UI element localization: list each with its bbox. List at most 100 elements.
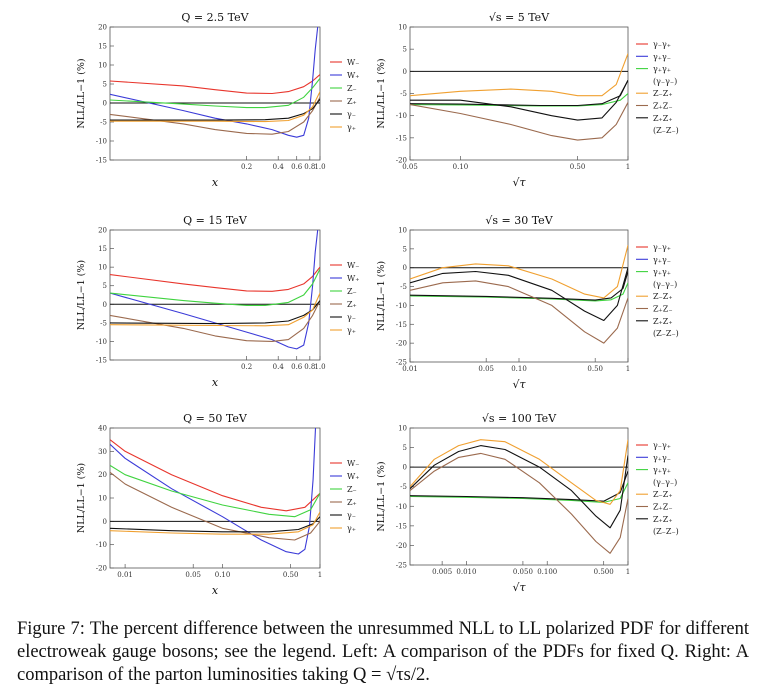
y-tick-label: 5 xyxy=(403,46,407,54)
plot-frame xyxy=(409,26,629,161)
series-line xyxy=(110,300,320,342)
chart-panel: -15 -10 -5 0 5 10 15 20 0.2 0.4 0.6 0.8 1.0 Q = 2.5 T… xyxy=(76,11,359,189)
y-tick-label: 20 xyxy=(98,24,107,32)
series-line xyxy=(410,445,628,529)
legend-label: Z₊ xyxy=(347,97,357,106)
y-tick-label: 15 xyxy=(98,245,107,253)
legend-label: γ₊γ₋ xyxy=(653,453,671,462)
y-axis-label: NLL/LL−1 (%) xyxy=(76,463,87,533)
y-tick-label: -5 xyxy=(400,283,407,291)
chart-panel: -15 -10 -5 0 5 10 15 20 0.2 0.4 0.6 0.8 1.0 Q = 15 Te… xyxy=(76,214,359,389)
legend-label: Z₊Z₊ xyxy=(653,515,673,524)
y-tick-label: -10 xyxy=(396,302,407,310)
series-line xyxy=(410,244,628,299)
y-tick-label: -15 xyxy=(96,157,107,165)
y-tick-label: 0 xyxy=(103,100,107,108)
legend-label: W₊ xyxy=(347,472,359,481)
legend-label: Z₊Z₋ xyxy=(653,503,673,512)
y-tick-label: 0 xyxy=(103,301,107,309)
series-line xyxy=(410,267,628,322)
y-tick-label: -10 xyxy=(396,503,407,511)
legend-label: Z₋Z₊ xyxy=(653,89,673,98)
x-tick-label: 0.005 xyxy=(432,568,452,576)
legend-label: γ₊γ₋ xyxy=(653,52,671,61)
legend-label: Z₊ xyxy=(347,498,357,507)
legend-label: γ₊γ₊ xyxy=(653,466,671,475)
x-tick-label: 0.10 xyxy=(453,163,469,171)
series-line xyxy=(410,452,628,554)
x-tick-label: 0.500 xyxy=(594,568,614,576)
chart-panel: -25 -20 -15 -10 -5 0 5 10 0.005 0.010 0.050 0.100 0.… xyxy=(376,412,679,594)
legend-label: W₋ xyxy=(347,261,359,270)
y-tick-label: 5 xyxy=(103,282,107,290)
y-tick-label: -5 xyxy=(400,483,407,491)
chart-title: √s = 5 TeV xyxy=(489,11,550,24)
chart-title: Q = 50 TeV xyxy=(183,412,248,425)
series-line xyxy=(410,79,628,121)
x-tick-label: 0.2 xyxy=(241,163,252,171)
legend-label: Z₊ xyxy=(347,300,357,309)
series-line xyxy=(110,97,320,135)
caption-label: Figure 7: xyxy=(17,619,85,639)
y-tick-label: 10 xyxy=(98,62,107,70)
series-line xyxy=(110,268,320,306)
x-tick-label: 0.05 xyxy=(185,571,201,579)
y-tick-label: -15 xyxy=(96,357,107,365)
series-line xyxy=(110,27,319,138)
y-tick-label: 10 xyxy=(398,227,407,235)
x-axis-label: √τ xyxy=(512,581,526,594)
legend-label: γ₊γ₋ xyxy=(653,255,671,264)
x-tick-label: 0.100 xyxy=(537,568,557,576)
legend-label: γ₋γ₊ xyxy=(653,243,671,252)
series-line xyxy=(110,74,320,95)
y-tick-label: 0 xyxy=(403,464,407,472)
y-axis-label: NLL/LL−1 (%) xyxy=(376,58,387,128)
series-line xyxy=(410,271,628,301)
series-line xyxy=(410,482,628,503)
x-axis-label: x xyxy=(212,584,219,597)
x-tick-label: 0.010 xyxy=(456,568,476,576)
legend-label: γ₊ xyxy=(347,123,356,132)
x-tick-label: 0.10 xyxy=(215,571,231,579)
y-tick-label: 0 xyxy=(403,68,407,76)
figure-caption: Figure 7: The percent difference between… xyxy=(17,618,749,687)
x-tick-label: 0.50 xyxy=(587,365,603,373)
legend-label: W₋ xyxy=(347,459,359,468)
x-axis-label: x xyxy=(212,376,219,389)
series-line xyxy=(110,439,320,512)
series-line xyxy=(110,511,320,535)
series-line xyxy=(110,91,320,123)
x-axis-label: √τ xyxy=(512,176,526,189)
x-tick-label: 0.2 xyxy=(241,363,252,371)
y-tick-label: 10 xyxy=(98,264,107,272)
y-tick-label: 40 xyxy=(98,425,107,433)
y-axis-label: NLL/LL−1 (%) xyxy=(76,58,87,128)
y-tick-label: 20 xyxy=(98,471,107,479)
chart-panel: -25 -20 -15 -10 -5 0 5 10 0.01 0.05 0.10 0.50 1 √s = … xyxy=(376,214,679,391)
x-tick-label: 1 xyxy=(626,365,630,373)
y-tick-label: -15 xyxy=(396,522,407,530)
legend-label: Z₋Z₊ xyxy=(653,490,673,499)
x-tick-label: 0.50 xyxy=(283,571,299,579)
legend-label: Z₋ xyxy=(347,485,357,494)
y-tick-label: 15 xyxy=(98,43,107,51)
legend-label: Z₊Z₊ xyxy=(653,114,673,123)
y-tick-label: -20 xyxy=(396,340,407,348)
plot-frame xyxy=(109,26,321,161)
y-tick-label: -5 xyxy=(400,90,407,98)
x-tick-label: 0.05 xyxy=(478,365,494,373)
legend-label: γ₋γ₊ xyxy=(653,441,671,450)
caption-text: The percent difference between the unres… xyxy=(17,619,749,685)
chart-title: Q = 2.5 TeV xyxy=(181,11,249,24)
series-line xyxy=(110,464,320,518)
legend-label: Z₊Z₋ xyxy=(653,102,673,111)
y-tick-label: -5 xyxy=(100,319,107,327)
series-line xyxy=(110,428,317,555)
x-tick-label: 0.050 xyxy=(513,568,533,576)
series-line xyxy=(110,98,320,121)
y-tick-label: -25 xyxy=(396,562,407,570)
chart-panel: -20 -15 -10 -5 0 5 10 0.05 0.10 0.50 1 √s = 5 TeV √τ… xyxy=(376,11,679,189)
y-tick-label: -20 xyxy=(396,157,407,165)
legend-label: Z₊Z₊ xyxy=(653,317,673,326)
